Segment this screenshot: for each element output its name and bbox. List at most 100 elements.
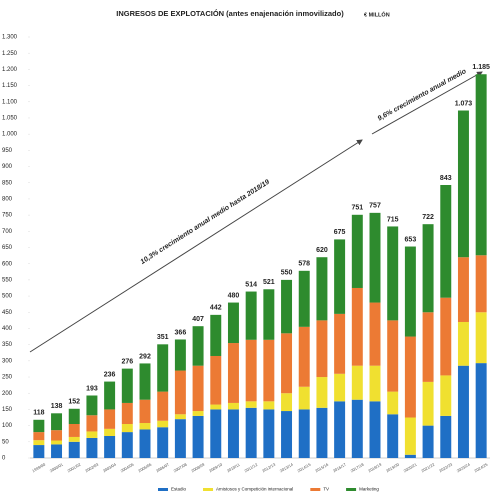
total-label: 407 — [192, 316, 204, 323]
bar-segment — [457, 365, 469, 458]
annotation: 10,3% crecimiento anual medio hasta 2018… — [139, 179, 270, 266]
y-tick-label: 500 — [2, 294, 13, 300]
total-label: 442 — [210, 305, 222, 312]
legend-label: Estadio — [171, 487, 187, 492]
bar-segment — [192, 365, 204, 412]
x-tick-label: 2017/18 — [350, 461, 366, 473]
x-tick-label: 2018/19 — [367, 461, 383, 473]
bar-segment — [387, 414, 399, 458]
total-label: 138 — [51, 403, 63, 410]
bar-segment — [404, 454, 416, 458]
bar-segment — [422, 381, 434, 426]
bar-segment — [104, 409, 116, 429]
bar-segment — [316, 320, 328, 378]
bar-segment — [139, 399, 151, 424]
x-tick-label: 2023/24 — [456, 461, 472, 473]
legend-swatch — [158, 488, 168, 491]
bar-segment — [351, 214, 363, 288]
x-tick-label: 2000/01 — [49, 461, 65, 473]
x-tick-label: 2008/09 — [190, 461, 206, 473]
bar-segment — [351, 399, 363, 458]
bar-segment — [457, 257, 469, 322]
legend-swatch — [346, 488, 357, 491]
y-tick-label: 250 — [2, 375, 13, 381]
legend-label: Marketing — [359, 487, 379, 492]
bar-segment — [86, 415, 98, 432]
y-tick-label: 1.250 — [2, 51, 18, 57]
total-label: 653 — [405, 236, 417, 243]
bar-segment — [104, 381, 116, 410]
y-tick-label: 150 — [2, 407, 13, 413]
bar-segment — [68, 441, 80, 458]
total-label: 521 — [263, 279, 275, 286]
bar-segment — [387, 320, 399, 392]
bar-segment — [457, 321, 469, 366]
bar-segment — [422, 425, 434, 458]
x-tick-label: 2012/13 — [261, 461, 277, 473]
total-label: 751 — [351, 205, 363, 212]
total-label: 578 — [298, 261, 310, 268]
bar-segment — [245, 407, 257, 458]
bar-segment — [157, 420, 169, 428]
bar-segment — [263, 401, 275, 410]
x-tick-label: 1999/00 — [31, 461, 47, 473]
annotation: 9,6% crecimiento anual medio — [377, 68, 468, 123]
y-tick-label: 1.050 — [2, 116, 18, 122]
bar-segment — [387, 226, 399, 321]
total-label: 715 — [387, 216, 399, 223]
y-tick-label: 400 — [2, 326, 13, 332]
total-label: 514 — [245, 281, 257, 288]
total-label: 351 — [157, 334, 169, 341]
bar-segment — [263, 409, 275, 458]
bar-segment — [139, 429, 151, 458]
bar-segment — [121, 402, 133, 424]
bar-segment — [210, 404, 222, 410]
bar-segment — [139, 423, 151, 430]
x-tick-label: 2015/16 — [314, 461, 330, 473]
x-tick-label: 2019/20 — [385, 461, 401, 473]
bar-segment — [121, 368, 133, 403]
bar-segment — [174, 419, 186, 458]
total-label: 480 — [228, 292, 240, 299]
trend-arrow — [29, 139, 363, 353]
unit-label: € MILLÓN — [364, 10, 390, 18]
bar-segment — [298, 326, 310, 387]
bar-segment — [422, 224, 434, 313]
bar-segment — [210, 314, 222, 356]
bar-segment — [33, 440, 45, 446]
bar-segment — [334, 313, 346, 374]
x-tick-label: 2001/02 — [66, 461, 82, 473]
bar-segment — [369, 212, 381, 303]
bar-segment — [210, 409, 222, 458]
legend-swatch — [310, 488, 321, 491]
y-tick-label: 1.100 — [2, 99, 18, 105]
y-tick-label: 650 — [2, 245, 13, 251]
bar-segment — [298, 386, 310, 410]
y-tick-label: 950 — [2, 148, 13, 154]
bar-segment — [245, 291, 257, 340]
y-tick-label: 800 — [2, 197, 13, 203]
y-tick-label: 750 — [2, 213, 13, 219]
x-tick-label: 2007/08 — [173, 461, 189, 473]
total-label: 276 — [121, 358, 133, 365]
bar-segment — [227, 402, 239, 410]
bar-segment — [51, 430, 63, 441]
bar-segment — [334, 401, 346, 458]
bar-segment — [281, 411, 293, 458]
bar-segment — [157, 391, 169, 421]
total-label: 550 — [281, 270, 293, 277]
x-tick-label: 2004/05 — [120, 461, 136, 473]
bar-segment — [475, 74, 487, 256]
y-tick-label: 0 — [2, 456, 6, 462]
bar-segment — [245, 339, 257, 402]
x-tick-label: 2006/07 — [155, 461, 171, 473]
bar-segment — [440, 375, 452, 416]
bar-segment — [245, 401, 257, 408]
y-tick-label: 100 — [2, 423, 13, 429]
x-tick-label: 2005/06 — [137, 461, 153, 473]
x-tick-label: 2013/14 — [279, 461, 295, 473]
legend-label: Amistosos y Competición internacional — [216, 487, 293, 492]
chart-title: INGRESOS DE EXPLOTACIÓN (antes enajenaci… — [116, 9, 344, 18]
bar-segment — [475, 363, 487, 458]
